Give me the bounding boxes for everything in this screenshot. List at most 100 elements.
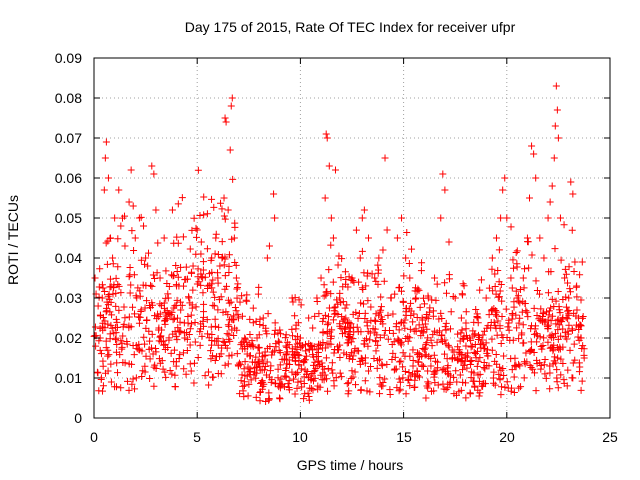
x-tick-label: 25 bbox=[602, 429, 618, 445]
data-point bbox=[548, 182, 556, 190]
data-point bbox=[416, 373, 424, 381]
data-point bbox=[571, 258, 579, 266]
data-point bbox=[533, 286, 541, 294]
data-points bbox=[90, 82, 588, 405]
data-point bbox=[292, 370, 300, 378]
data-point bbox=[569, 374, 577, 382]
data-point bbox=[495, 246, 503, 254]
data-point bbox=[337, 373, 345, 381]
data-point bbox=[187, 311, 195, 319]
data-point bbox=[498, 312, 506, 320]
data-point bbox=[560, 221, 568, 229]
data-point bbox=[200, 300, 208, 308]
data-point bbox=[135, 313, 143, 321]
data-point bbox=[223, 282, 231, 290]
data-point bbox=[113, 341, 121, 349]
data-point bbox=[557, 256, 565, 264]
data-point bbox=[459, 366, 467, 374]
data-point bbox=[391, 290, 399, 298]
chart-title: Day 175 of 2015, Rate Of TEC Index for r… bbox=[185, 19, 516, 35]
data-point bbox=[428, 296, 436, 304]
data-point bbox=[178, 194, 186, 202]
data-point bbox=[532, 277, 540, 285]
data-point bbox=[144, 262, 152, 270]
data-point bbox=[455, 388, 463, 396]
data-point bbox=[238, 292, 246, 300]
data-point bbox=[414, 358, 422, 366]
data-point bbox=[565, 263, 573, 271]
data-point bbox=[255, 331, 263, 339]
data-point bbox=[192, 224, 200, 232]
data-point bbox=[292, 336, 300, 344]
data-point bbox=[357, 354, 365, 362]
data-point bbox=[541, 355, 549, 363]
data-point bbox=[457, 358, 465, 366]
data-point bbox=[201, 372, 209, 380]
data-point bbox=[470, 348, 478, 356]
data-point bbox=[94, 302, 102, 310]
data-point bbox=[106, 275, 114, 283]
data-point bbox=[277, 330, 285, 338]
data-point bbox=[258, 356, 266, 364]
data-point bbox=[220, 338, 228, 346]
data-point bbox=[107, 378, 115, 386]
data-point bbox=[365, 234, 373, 242]
data-point bbox=[526, 194, 534, 202]
data-point bbox=[211, 315, 219, 323]
data-point bbox=[552, 320, 560, 328]
data-point bbox=[187, 367, 195, 375]
data-point bbox=[129, 342, 137, 350]
data-point bbox=[520, 284, 528, 292]
data-point bbox=[101, 154, 109, 162]
data-point bbox=[488, 335, 496, 343]
data-point bbox=[323, 321, 331, 329]
data-point bbox=[334, 300, 342, 308]
data-point bbox=[475, 331, 482, 339]
data-point bbox=[489, 374, 497, 382]
data-point bbox=[345, 387, 353, 395]
data-point bbox=[164, 290, 172, 298]
data-point bbox=[499, 334, 507, 342]
data-point bbox=[462, 332, 470, 340]
data-point bbox=[199, 274, 207, 282]
data-point bbox=[499, 364, 507, 372]
data-point bbox=[508, 315, 516, 323]
data-point bbox=[429, 331, 437, 339]
data-point bbox=[218, 205, 226, 213]
data-point bbox=[360, 340, 368, 348]
data-point bbox=[252, 393, 260, 401]
data-point bbox=[276, 361, 284, 369]
data-point bbox=[232, 261, 240, 269]
data-point bbox=[283, 348, 291, 356]
data-point bbox=[407, 299, 415, 307]
y-axis-label: ROTI / TECUs bbox=[5, 195, 21, 285]
data-point bbox=[363, 322, 371, 330]
data-point bbox=[479, 382, 487, 390]
data-point bbox=[158, 326, 166, 334]
data-point bbox=[433, 280, 441, 288]
data-point bbox=[438, 366, 446, 374]
data-point bbox=[189, 262, 197, 270]
data-point bbox=[391, 365, 399, 373]
data-point bbox=[328, 326, 336, 334]
data-point bbox=[224, 360, 232, 368]
data-point bbox=[296, 339, 304, 347]
data-point bbox=[143, 316, 151, 324]
data-point bbox=[183, 347, 191, 355]
data-point bbox=[282, 373, 290, 381]
data-point bbox=[542, 374, 550, 382]
grid-lines bbox=[94, 58, 610, 418]
data-point bbox=[565, 321, 573, 329]
data-point bbox=[322, 130, 330, 138]
data-point bbox=[557, 371, 565, 379]
data-point bbox=[199, 266, 207, 274]
data-point bbox=[142, 352, 150, 360]
data-point bbox=[418, 361, 426, 369]
data-point bbox=[348, 367, 356, 375]
data-point bbox=[274, 337, 282, 345]
data-point bbox=[276, 349, 284, 357]
data-point bbox=[288, 325, 296, 333]
data-point bbox=[168, 370, 176, 378]
data-point bbox=[531, 369, 539, 377]
data-point bbox=[263, 254, 271, 262]
